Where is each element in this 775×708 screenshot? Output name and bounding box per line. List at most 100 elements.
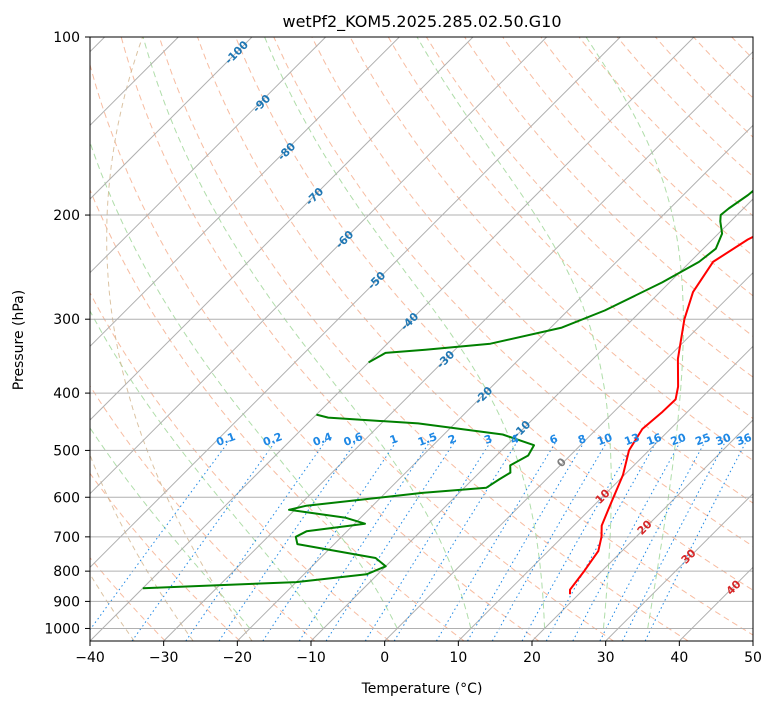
mixing-ratio-label: 3 xyxy=(482,432,494,447)
dry-adiabat-line xyxy=(120,37,614,641)
mixing-ratio-label: 4 xyxy=(509,432,521,447)
x-axis: −40 −30 −20 −10 0 10 20 30 40 50 xyxy=(75,641,762,666)
mixing-ratio-line xyxy=(435,439,558,641)
mixing-ratio-label: 0.1 xyxy=(214,430,237,449)
mixing-ratio-label: 0.4 xyxy=(311,430,334,449)
y-axis-label: Pressure (hPa) xyxy=(11,290,27,390)
dry-adiabat-line xyxy=(90,384,316,641)
mixing-ratio-line xyxy=(599,439,707,641)
y-tick-label: 900 xyxy=(53,594,80,610)
isotherm-line xyxy=(310,198,753,641)
y-tick-label: 100 xyxy=(53,30,80,46)
dry-adiabat-line xyxy=(90,472,241,641)
mixing-ratio-line xyxy=(364,439,493,641)
moist-adiabat-line xyxy=(142,37,472,629)
y-tick-label: 800 xyxy=(53,564,80,580)
plot-frame xyxy=(89,36,754,642)
mixing-ratio-line xyxy=(644,439,748,641)
y-tick-label: 400 xyxy=(53,386,80,402)
moist-adiabat-line xyxy=(264,37,545,629)
y-tick-label: 200 xyxy=(53,208,80,224)
x-tick-label: 40 xyxy=(670,650,688,666)
mixing-ratio-line xyxy=(467,439,586,641)
x-tick-label: 50 xyxy=(744,650,762,666)
moist-adiabat-line xyxy=(416,37,612,629)
y-tick-label: 700 xyxy=(53,530,80,546)
isotherm-line xyxy=(90,37,327,274)
mixing-ratio-label: 1 xyxy=(388,432,400,447)
mixing-ratio-line xyxy=(262,439,399,641)
x-tick-label: 0 xyxy=(380,650,389,666)
dry-adiabat-line xyxy=(90,188,465,641)
mixing-ratio-label: 8 xyxy=(576,432,588,447)
isotherm-line xyxy=(90,37,695,641)
isotherm-line xyxy=(90,37,474,421)
mixing-ratio-label: 10 xyxy=(595,431,614,449)
isotherm-line xyxy=(457,345,753,641)
dry-adiabat-line xyxy=(387,37,753,420)
dry-adiabat-line xyxy=(90,62,540,641)
background-lines xyxy=(90,37,753,641)
mixing-ratio-label: 0.6 xyxy=(342,430,365,449)
mixing-ratio-line xyxy=(393,439,519,641)
moist-adiabat-line xyxy=(90,310,324,629)
dry-adiabat-line xyxy=(311,37,753,504)
mixing-ratio-line xyxy=(491,439,609,641)
dry-adiabat-line xyxy=(464,37,753,337)
x-tick-label: 20 xyxy=(523,650,541,666)
y-tick-label: 500 xyxy=(53,443,80,459)
y-tick-label: 600 xyxy=(53,490,80,506)
dewpoint-line xyxy=(142,413,535,590)
mixing-ratio-label: 6 xyxy=(548,432,560,447)
isotherm-line xyxy=(384,271,753,641)
mixing-ratio-label: 1.5 xyxy=(416,430,439,449)
mixing-ratio-label: 2 xyxy=(446,432,458,447)
dewpoint-line xyxy=(368,189,753,364)
isotherm-line xyxy=(605,492,753,641)
mixing-ratio-line xyxy=(521,439,636,641)
dry-adiabat-line xyxy=(90,291,390,641)
x-axis-label: Temperature (°C) xyxy=(361,681,483,697)
isotherm-line xyxy=(236,124,753,641)
mixing-ratio-label: 36 xyxy=(735,431,754,449)
mixing-ratio-label: 0.2 xyxy=(261,430,284,449)
x-tick-label: −40 xyxy=(75,650,105,666)
chart-title: wetPf2_KOM5.2025.285.02.50.G10 xyxy=(282,12,561,32)
y-tick-label: 300 xyxy=(53,312,80,328)
isotherm-line xyxy=(163,50,753,641)
mixing-ratio-label: 20 xyxy=(669,431,688,449)
y-tick-label: 1000 xyxy=(44,621,80,637)
mixing-ratio-label: 30 xyxy=(714,431,733,449)
dry-adiabat-line xyxy=(502,37,753,297)
mixing-ratio-line xyxy=(298,439,432,641)
x-tick-label: 10 xyxy=(449,650,467,666)
moist-adiabat-line xyxy=(90,140,398,629)
mixing-ratio-line xyxy=(621,439,727,641)
mixing-ratio-label: 25 xyxy=(693,431,712,448)
x-tick-label: −30 xyxy=(149,650,179,666)
dry-adiabat-line xyxy=(273,37,753,547)
y-axis: 100 200 300 400 500 600 700 800 900 1000 xyxy=(44,30,90,637)
x-tick-label: −20 xyxy=(223,650,253,666)
mixing-ratio-label: 16 xyxy=(645,431,664,449)
isotherm-line xyxy=(531,419,753,641)
moist-adiabat-line xyxy=(585,37,684,629)
x-tick-label: 30 xyxy=(597,650,615,666)
data-series xyxy=(142,189,753,595)
dry-adiabat-line xyxy=(158,37,689,641)
mixing-ratio-line xyxy=(572,439,682,641)
mixing-ratio-line xyxy=(545,439,658,641)
isotherm-line xyxy=(90,37,253,200)
isotherm-line xyxy=(90,37,548,495)
x-tick-label: −10 xyxy=(296,650,326,666)
isotherm-line xyxy=(90,37,621,569)
mixing-ratio-line xyxy=(131,439,278,641)
moist-adiabat-line xyxy=(90,426,251,629)
dry-adiabat-line xyxy=(425,37,753,378)
mixing-ratio-label: 13 xyxy=(623,431,642,448)
isotherm-line xyxy=(90,37,400,348)
dry-adiabat-line xyxy=(235,37,753,591)
dry-adiabat-line xyxy=(349,37,753,462)
temperature-line xyxy=(569,235,753,595)
